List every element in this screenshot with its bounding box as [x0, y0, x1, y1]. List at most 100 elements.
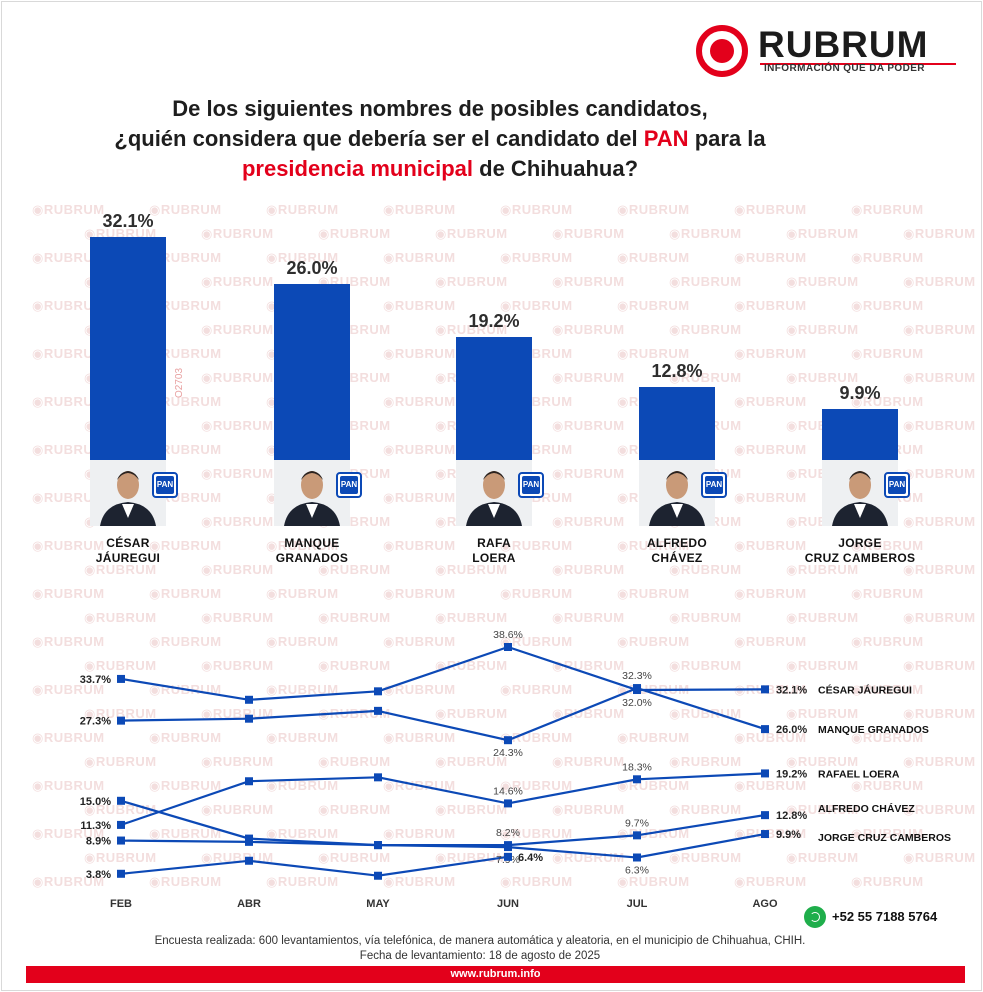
- watermark-logo: ◉RUBRUM: [383, 586, 456, 601]
- candidate-name: ALFREDO CHÁVEZ: [646, 536, 708, 565]
- data-label: 32.3%: [622, 670, 652, 682]
- whatsapp-icon: [804, 906, 826, 928]
- watermark-logo: ◉RUBRUM: [669, 226, 742, 241]
- watermark-logo: ◉RUBRUM: [552, 226, 625, 241]
- series-name-label: JORGE CRUZ CAMBEROS: [818, 832, 951, 844]
- rubrum-logo: RUBRUM INFORMACIÓN QUE DA PODER: [694, 22, 964, 82]
- series-point: [504, 799, 512, 808]
- series-point: [117, 836, 125, 845]
- watermark-logo: ◉RUBRUM: [383, 250, 456, 265]
- watermark-logo: ◉RUBRUM: [318, 706, 391, 721]
- logo-ring-icon: [696, 25, 748, 77]
- watermark-logo: ◉RUBRUM: [84, 562, 157, 577]
- x-tick-label: ABR: [237, 898, 261, 910]
- x-tick-label: MAY: [366, 898, 390, 910]
- watermark-logo: ◉RUBRUM: [32, 490, 105, 505]
- watermark-logo: ◉RUBRUM: [786, 274, 859, 289]
- watermark-logo: ◉RUBRUM: [201, 658, 274, 673]
- watermark-logo: ◉RUBRUM: [851, 778, 924, 793]
- watermark-logo: ◉RUBRUM: [552, 370, 625, 385]
- watermark-logo: ◉RUBRUM: [903, 658, 976, 673]
- watermark-logo: ◉RUBRUM: [552, 274, 625, 289]
- watermark-logo: ◉RUBRUM: [435, 274, 508, 289]
- watermark-logo: ◉RUBRUM: [201, 466, 274, 481]
- watermark-logo: ◉RUBRUM: [383, 826, 456, 841]
- watermark-logo: ◉RUBRUM: [266, 826, 339, 841]
- watermark-logo: ◉RUBRUM: [149, 730, 222, 745]
- footer-url[interactable]: www.rubrum.info: [450, 968, 541, 980]
- x-tick-label: JUL: [627, 898, 648, 910]
- series-point: [117, 796, 125, 805]
- watermark-logo: ◉RUBRUM: [500, 298, 573, 313]
- watermark-logo: ◉RUBRUM: [851, 394, 924, 409]
- phone-number: +52 55 7188 5764: [832, 909, 938, 924]
- bar-value-label: 12.8%: [651, 360, 703, 381]
- watermark-logo: ◉RUBRUM: [734, 346, 807, 361]
- watermark-logo: ◉RUBRUM: [552, 802, 625, 817]
- candidate-name: CÉSAR JÁUREGUI: [95, 536, 161, 565]
- title-text: de Chihuahua?: [473, 156, 639, 181]
- watermark-logo: ◉RUBRUM: [851, 874, 924, 889]
- watermark-logo: ◉RUBRUM: [383, 202, 456, 217]
- watermark-logo: ◉RUBRUM: [32, 346, 105, 361]
- watermark-logo: ◉RUBRUM: [903, 802, 976, 817]
- watermark-logo: ◉RUBRUM: [734, 490, 807, 505]
- series-point: [374, 687, 382, 696]
- watermark-logo: ◉RUBRUM: [435, 850, 508, 865]
- candidate-name: RAFA LOERA: [472, 536, 516, 565]
- watermark-logo: ◉RUBRUM: [786, 370, 859, 385]
- watermark-logo: ◉RUBRUM: [32, 394, 105, 409]
- x-tick-label: FEB: [110, 898, 132, 910]
- watermark-logo: ◉RUBRUM: [32, 730, 105, 745]
- watermark-logo: ◉RUBRUM: [903, 706, 976, 721]
- watermark-logo: ◉RUBRUM: [435, 562, 508, 577]
- footer-url-bar[interactable]: www.rubrum.info: [26, 966, 965, 983]
- watermark-logo: ◉RUBRUM: [669, 370, 742, 385]
- watermark-logo: ◉RUBRUM: [552, 754, 625, 769]
- watermark-logo: ◉RUBRUM: [149, 442, 222, 457]
- watermark-logo: ◉RUBRUM: [851, 730, 924, 745]
- watermark-logo: ◉RUBRUM: [669, 322, 742, 337]
- watermark-logo: ◉RUBRUM: [318, 562, 391, 577]
- watermark-logo: ◉RUBRUM: [786, 610, 859, 625]
- data-label: 24.3%: [493, 747, 523, 759]
- watermark-logo: ◉RUBRUM: [552, 322, 625, 337]
- watermark-logo: ◉RUBRUM: [201, 370, 274, 385]
- watermark-logo: ◉RUBRUM: [318, 802, 391, 817]
- series-point: [374, 841, 382, 850]
- data-label: 9.7%: [625, 817, 649, 829]
- watermark-logo: ◉RUBRUM: [383, 682, 456, 697]
- watermark-logo: ◉RUBRUM: [552, 466, 625, 481]
- watermark-logo: ◉RUBRUM: [851, 298, 924, 313]
- methodology-note: Encuesta realizada: 600 levantamientos, …: [154, 935, 806, 947]
- watermark-logo: ◉RUBRUM: [201, 802, 274, 817]
- watermark-logo: ◉RUBRUM: [903, 754, 976, 769]
- series-point: [374, 706, 382, 715]
- watermark-logo: ◉RUBRUM: [500, 874, 573, 889]
- series-name-label: ALFREDO CHÁVEZ: [818, 802, 915, 815]
- watermark-logo: ◉RUBRUM: [552, 706, 625, 721]
- watermark-logo: ◉RUBRUM: [32, 634, 105, 649]
- candidate-name: MANQUE GRANADOS: [275, 536, 349, 565]
- title-highlight-office: presidencia municipal: [241, 156, 474, 181]
- watermark-logo: ◉RUBRUM: [851, 586, 924, 601]
- watermark-logo: ◉RUBRUM: [851, 202, 924, 217]
- survey-date: Fecha de levantamiento: 18 de agosto de …: [359, 950, 601, 962]
- watermark-logo: ◉RUBRUM: [734, 202, 807, 217]
- watermark-logo: ◉RUBRUM: [201, 226, 274, 241]
- series-name-label: MANQUE GRANADOS: [818, 724, 929, 736]
- watermark-logo: ◉RUBRUM: [84, 610, 157, 625]
- pan-party-icon: PAN: [518, 472, 544, 498]
- watermark-logo: ◉RUBRUM: [32, 586, 105, 601]
- watermark-logo: ◉RUBRUM: [435, 802, 508, 817]
- watermark-logo: ◉RUBRUM: [435, 226, 508, 241]
- watermark-logo: ◉RUBRUM: [266, 682, 339, 697]
- series-name-label: CÉSAR JÁUREGUI: [818, 683, 912, 696]
- series-point: [245, 714, 253, 723]
- watermark-logo: ◉RUBRUM: [851, 250, 924, 265]
- data-label: 19.2%: [776, 768, 807, 780]
- watermark-logo: ◉RUBRUM: [552, 658, 625, 673]
- watermark-logo: ◉RUBRUM: [149, 250, 222, 265]
- series-point: [761, 811, 769, 820]
